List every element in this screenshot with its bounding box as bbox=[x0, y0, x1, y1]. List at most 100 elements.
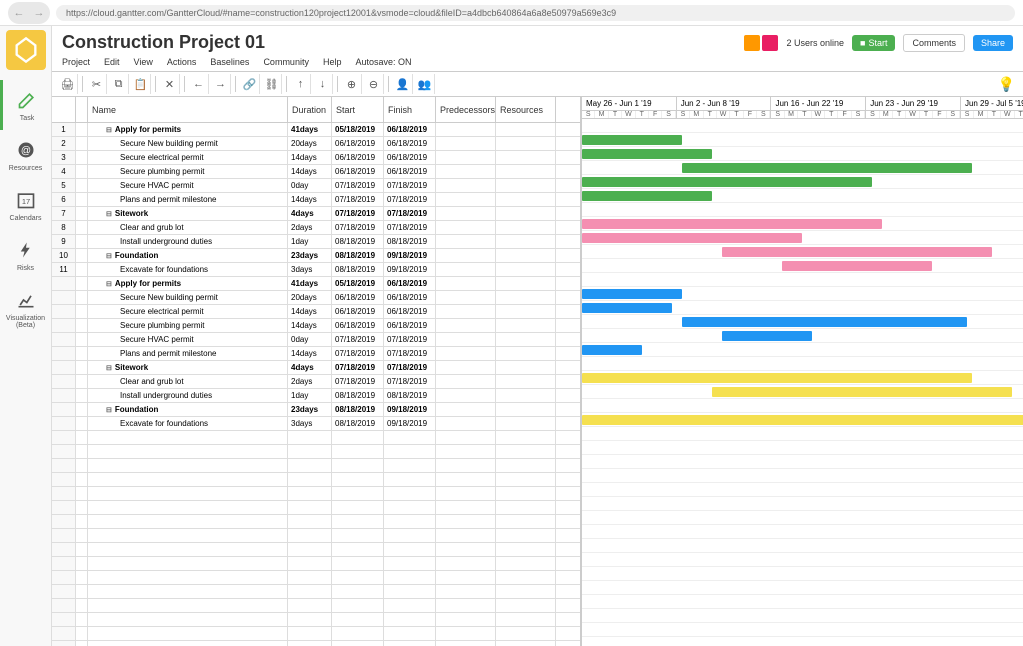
task-duration[interactable]: 20days bbox=[288, 291, 332, 304]
task-row[interactable]: 7⊟Sitework4days07/18/201907/18/2019 bbox=[52, 207, 580, 221]
task-name[interactable]: Secure HVAC permit bbox=[88, 179, 288, 192]
task-start[interactable]: 08/18/2019 bbox=[332, 417, 384, 430]
avatar[interactable] bbox=[744, 35, 760, 51]
task-start[interactable]: 06/18/2019 bbox=[332, 305, 384, 318]
task-start[interactable]: 07/18/2019 bbox=[332, 207, 384, 220]
task-duration[interactable]: 14days bbox=[288, 319, 332, 332]
task-duration[interactable]: 14days bbox=[288, 165, 332, 178]
menu-view[interactable]: View bbox=[134, 57, 153, 67]
task-name[interactable]: ⊟Sitework bbox=[88, 207, 288, 220]
task-duration[interactable]: 14days bbox=[288, 347, 332, 360]
task-name[interactable]: ⊟Apply for permits bbox=[88, 123, 288, 136]
forward-button[interactable]: → bbox=[30, 4, 48, 22]
outdent-icon[interactable]: ← bbox=[189, 74, 209, 94]
task-row[interactable]: 3Secure electrical permit14days06/18/201… bbox=[52, 151, 580, 165]
task-resources[interactable] bbox=[496, 319, 556, 332]
task-row[interactable]: Install underground duties1day08/18/2019… bbox=[52, 389, 580, 403]
task-row-empty[interactable] bbox=[52, 501, 580, 515]
task-name[interactable]: Clear and grub lot bbox=[88, 221, 288, 234]
task-finish[interactable]: 07/18/2019 bbox=[384, 207, 436, 220]
task-finish[interactable]: 07/18/2019 bbox=[384, 375, 436, 388]
task-duration[interactable]: 41days bbox=[288, 123, 332, 136]
task-start[interactable]: 08/18/2019 bbox=[332, 403, 384, 416]
task-row-empty[interactable] bbox=[52, 515, 580, 529]
task-resources[interactable] bbox=[496, 179, 556, 192]
url-bar[interactable]: https://cloud.gantter.com/GantterCloud/#… bbox=[56, 5, 1015, 21]
task-name[interactable]: Install underground duties bbox=[88, 389, 288, 402]
task-row[interactable]: 9Install underground duties1day08/18/201… bbox=[52, 235, 580, 249]
task-predecessors[interactable] bbox=[436, 305, 496, 318]
task-finish[interactable]: 09/18/2019 bbox=[384, 249, 436, 262]
task-predecessors[interactable] bbox=[436, 333, 496, 346]
task-finish[interactable]: 06/18/2019 bbox=[384, 165, 436, 178]
task-row-empty[interactable] bbox=[52, 571, 580, 585]
menu-community[interactable]: Community bbox=[263, 57, 309, 67]
gantt-bar[interactable] bbox=[582, 135, 682, 145]
task-predecessors[interactable] bbox=[436, 277, 496, 290]
task-predecessors[interactable] bbox=[436, 165, 496, 178]
task-row[interactable]: ⊟Foundation23days08/18/201909/18/2019 bbox=[52, 403, 580, 417]
task-duration[interactable]: 3days bbox=[288, 417, 332, 430]
task-start[interactable]: 07/18/2019 bbox=[332, 193, 384, 206]
task-row[interactable]: ⊟Apply for permits41days05/18/201906/18/… bbox=[52, 277, 580, 291]
task-predecessors[interactable] bbox=[436, 417, 496, 430]
gantt-bar[interactable] bbox=[582, 219, 882, 229]
task-finish[interactable]: 06/18/2019 bbox=[384, 305, 436, 318]
task-resources[interactable] bbox=[496, 207, 556, 220]
task-duration[interactable]: 41days bbox=[288, 277, 332, 290]
task-row-empty[interactable] bbox=[52, 529, 580, 543]
task-predecessors[interactable] bbox=[436, 137, 496, 150]
task-finish[interactable]: 09/18/2019 bbox=[384, 403, 436, 416]
task-duration[interactable]: 0day bbox=[288, 333, 332, 346]
task-predecessors[interactable] bbox=[436, 263, 496, 276]
task-row-empty[interactable] bbox=[52, 599, 580, 613]
task-name[interactable]: Excavate for foundations bbox=[88, 263, 288, 276]
task-finish[interactable]: 06/18/2019 bbox=[384, 291, 436, 304]
task-row[interactable]: 11Excavate for foundations3days08/18/201… bbox=[52, 263, 580, 277]
task-row-empty[interactable] bbox=[52, 641, 580, 646]
task-duration[interactable]: 2days bbox=[288, 375, 332, 388]
task-finish[interactable]: 09/18/2019 bbox=[384, 263, 436, 276]
down-icon[interactable]: ↓ bbox=[313, 74, 333, 94]
zoom-out-icon[interactable]: ⊖ bbox=[364, 74, 384, 94]
col-duration[interactable]: Duration bbox=[288, 97, 332, 122]
task-row[interactable]: 6Plans and permit milestone14days07/18/2… bbox=[52, 193, 580, 207]
task-name[interactable]: ⊟Sitework bbox=[88, 361, 288, 374]
task-name[interactable]: Plans and permit milestone bbox=[88, 193, 288, 206]
task-resources[interactable] bbox=[496, 333, 556, 346]
task-row[interactable]: 10⊟Foundation23days08/18/201909/18/2019 bbox=[52, 249, 580, 263]
task-predecessors[interactable] bbox=[436, 319, 496, 332]
sidebar-item-task[interactable]: Task bbox=[0, 80, 51, 130]
gantt-bar[interactable] bbox=[582, 191, 712, 201]
task-duration[interactable]: 20days bbox=[288, 137, 332, 150]
task-name[interactable]: Install underground duties bbox=[88, 235, 288, 248]
task-finish[interactable]: 08/18/2019 bbox=[384, 389, 436, 402]
task-name[interactable]: Secure electrical permit bbox=[88, 151, 288, 164]
sidebar-item-risks[interactable]: Risks bbox=[0, 230, 51, 280]
gantt-bar[interactable] bbox=[582, 373, 972, 383]
task-start[interactable]: 07/18/2019 bbox=[332, 179, 384, 192]
collapse-icon[interactable]: ⊟ bbox=[106, 280, 112, 288]
task-name[interactable]: Secure New building permit bbox=[88, 291, 288, 304]
task-row[interactable]: Plans and permit milestone14days07/18/20… bbox=[52, 347, 580, 361]
task-name[interactable]: Excavate for foundations bbox=[88, 417, 288, 430]
task-resources[interactable] bbox=[496, 221, 556, 234]
task-finish[interactable]: 06/18/2019 bbox=[384, 319, 436, 332]
task-row-empty[interactable] bbox=[52, 627, 580, 641]
task-start[interactable]: 06/18/2019 bbox=[332, 151, 384, 164]
avatar[interactable] bbox=[762, 35, 778, 51]
task-duration[interactable]: 4days bbox=[288, 207, 332, 220]
back-button[interactable]: ← bbox=[10, 4, 28, 22]
link-icon[interactable]: 🔗 bbox=[240, 74, 260, 94]
task-predecessors[interactable] bbox=[436, 403, 496, 416]
task-start[interactable]: 07/18/2019 bbox=[332, 347, 384, 360]
task-predecessors[interactable] bbox=[436, 375, 496, 388]
task-resources[interactable] bbox=[496, 361, 556, 374]
gantt-bar[interactable] bbox=[582, 303, 672, 313]
task-resources[interactable] bbox=[496, 137, 556, 150]
task-row-empty[interactable] bbox=[52, 431, 580, 445]
up-icon[interactable]: ↑ bbox=[291, 74, 311, 94]
task-row-empty[interactable] bbox=[52, 487, 580, 501]
task-name[interactable]: Secure plumbing permit bbox=[88, 165, 288, 178]
collapse-icon[interactable]: ⊟ bbox=[106, 252, 112, 260]
